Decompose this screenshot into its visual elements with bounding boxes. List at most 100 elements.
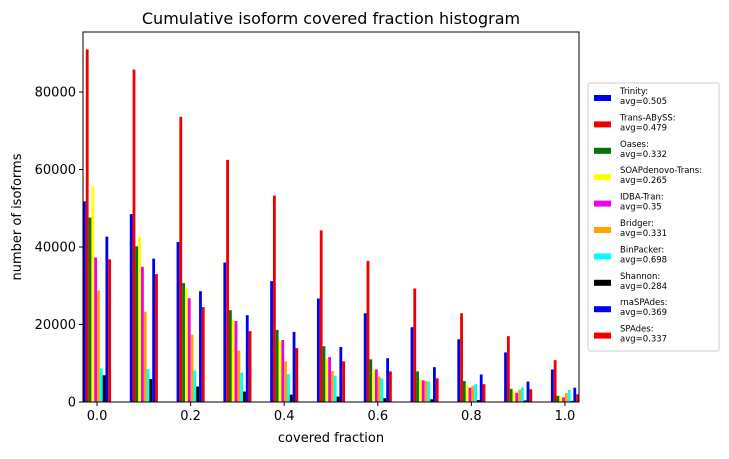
bar-1-5 <box>316 298 320 402</box>
bar-5-10 <box>562 397 565 402</box>
bar-7-2 <box>193 370 197 402</box>
bar-1-6 <box>363 313 367 402</box>
bar-1-0 <box>83 201 86 402</box>
y-tick-label: 40000 <box>35 241 76 256</box>
legend-label-6: Bridger: <box>620 219 654 229</box>
legend-label-5: IDBA-Tran: <box>620 193 664 203</box>
legend-swatch-3 <box>594 147 611 154</box>
bar-10-6 <box>389 371 392 402</box>
bar-7-7 <box>427 381 431 402</box>
legend-avg-8: avg=0.284 <box>620 282 667 292</box>
bar-10-9 <box>529 389 533 402</box>
legend-swatch-8 <box>594 279 611 286</box>
bar-8-3 <box>243 391 246 402</box>
bar-6-5 <box>331 371 334 402</box>
legend-label-4: SOAPdenovo-Trans: <box>620 166 702 176</box>
bar-3-0 <box>88 217 92 402</box>
bar-7-6 <box>380 378 384 402</box>
bar-5-2 <box>187 298 191 402</box>
bar-10-1 <box>155 274 158 402</box>
bar-2-10 <box>553 360 557 402</box>
bar-6-2 <box>190 334 194 402</box>
bar-10-4 <box>295 348 299 402</box>
bar-7-0 <box>99 368 103 402</box>
legend-swatch-4 <box>594 174 611 181</box>
bars-layer <box>83 49 579 403</box>
y-axis-ticks: 0 20000 40000 60000 80000 <box>35 86 83 411</box>
legend-swatch-1 <box>594 95 611 101</box>
y-tick-label: 20000 <box>35 318 76 333</box>
legend-label-3: Oases: <box>620 140 649 150</box>
bar-6-3 <box>237 350 241 402</box>
legend-avg-9: avg=0.369 <box>620 308 667 318</box>
bar-4-1 <box>138 236 142 402</box>
bar-4-3 <box>231 319 235 402</box>
bar-4-7 <box>418 379 422 402</box>
x-tick-label: 0.8 <box>461 409 482 424</box>
bar-8-8 <box>476 400 480 402</box>
legend-avg-3: avg=0.332 <box>620 150 667 160</box>
bar-7-8 <box>474 384 477 402</box>
bar-5-5 <box>328 357 331 402</box>
legend-avg-10: avg=0.337 <box>620 335 667 345</box>
bar-9-6 <box>386 358 390 402</box>
bar-8-5 <box>336 396 340 402</box>
bar-1-1 <box>129 214 133 402</box>
chart-title: Cumulative isoform covered fraction hist… <box>142 9 520 28</box>
bar-1-2 <box>176 241 180 402</box>
bar-2-6 <box>366 260 370 402</box>
legend-label-8: Shannon: <box>620 272 660 282</box>
bar-2-3 <box>226 159 229 402</box>
bar-8-10 <box>570 400 574 402</box>
bar-3-5 <box>322 346 326 402</box>
bar-5-3 <box>234 321 238 402</box>
bar-10-7 <box>435 378 439 402</box>
x-tick-label: 0.6 <box>367 409 388 424</box>
bar-9-0 <box>105 236 109 402</box>
bar-2-9 <box>506 336 510 402</box>
bar-9-10 <box>573 387 577 402</box>
bar-7-4 <box>287 374 290 402</box>
legend-swatch-7 <box>594 253 611 260</box>
legend-avg-4: avg=0.265 <box>620 176 667 186</box>
bar-8-9 <box>523 400 527 402</box>
x-tick-label: 0.4 <box>274 409 295 424</box>
x-tick-label: 1.0 <box>555 409 576 424</box>
bar-5-6 <box>374 369 378 402</box>
legend-label-2: Trans-ABySS: <box>619 113 676 123</box>
bar-6-0 <box>97 290 100 402</box>
y-tick-label: 80000 <box>35 86 76 101</box>
bar-10-10 <box>576 394 579 402</box>
bar-6-10 <box>564 393 568 402</box>
plot-frame <box>82 31 580 403</box>
bar-4-0 <box>91 186 95 402</box>
bar-9-3 <box>245 315 249 402</box>
bar-2-4 <box>272 195 276 402</box>
bar-8-6 <box>383 398 387 402</box>
bar-2-2 <box>179 116 183 402</box>
bar-5-4 <box>281 340 285 402</box>
bar-2-8 <box>460 313 463 402</box>
bar-4-9 <box>512 391 516 402</box>
bar-6-7 <box>424 381 428 402</box>
bar-7-5 <box>333 375 337 402</box>
legend-swatch-10 <box>594 332 611 339</box>
bar-6-4 <box>284 361 288 402</box>
legend-box <box>587 82 720 352</box>
bar-1-3 <box>223 262 227 402</box>
bar-7-1 <box>146 369 150 402</box>
bar-8-1 <box>149 379 153 402</box>
bar-1-7 <box>410 327 414 402</box>
bar-1-9 <box>504 352 507 402</box>
bar-3-3 <box>228 310 232 402</box>
bar-5-7 <box>421 380 425 402</box>
bar-8-4 <box>289 394 293 402</box>
bar-3-4 <box>275 329 279 402</box>
bar-4-2 <box>185 288 188 402</box>
bar-3-7 <box>416 371 419 402</box>
x-axis-label: covered fraction <box>278 431 384 446</box>
legend-swatch-2 <box>594 121 611 128</box>
bar-4-5 <box>325 358 329 402</box>
bar-3-9 <box>509 388 513 402</box>
